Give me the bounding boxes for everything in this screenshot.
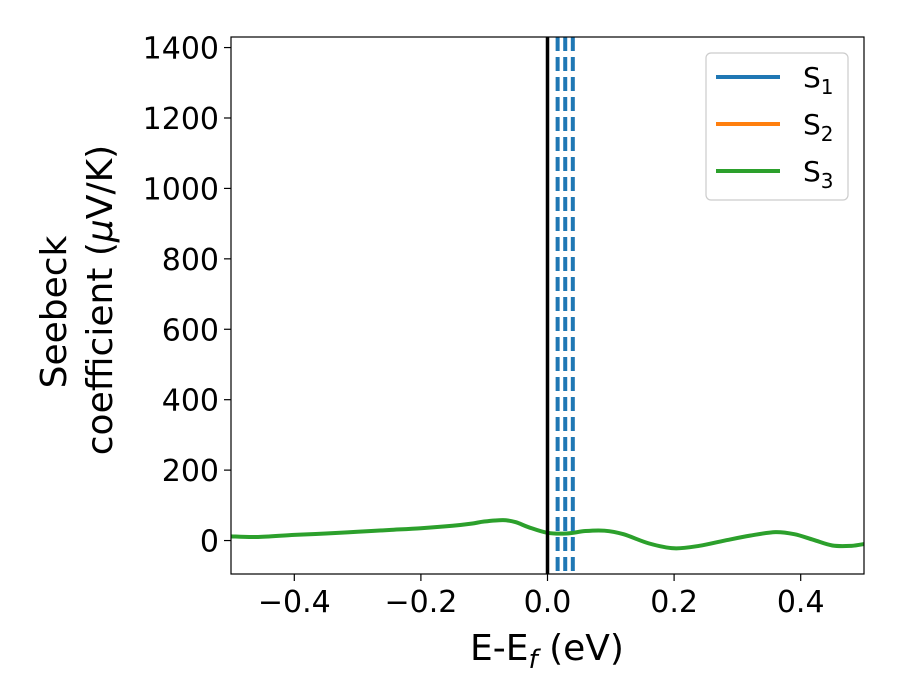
- legend-label-main: S: [803, 61, 821, 94]
- legend-frame: [705, 52, 849, 201]
- x-tick-label: 0.2: [650, 585, 698, 620]
- y-tick-label: 1200: [143, 102, 219, 137]
- x-tick-label: −0.4: [258, 585, 331, 620]
- legend-label-main: S: [803, 108, 821, 141]
- legend-label-1: S1: [803, 61, 834, 99]
- y-axis-label-mu: μ: [80, 219, 121, 243]
- y-tick-label: 200: [162, 454, 219, 489]
- y-axis-label-line2-prefix: coefficient (: [80, 242, 121, 455]
- x-axis-label: E-Ef (eV): [470, 628, 624, 675]
- y-axis-label-line1: Seebeck: [34, 235, 75, 388]
- x-tick-label: 0.0: [524, 585, 572, 620]
- x-ticks: −0.4 −0.2 0.0 0.2 0.4: [258, 574, 825, 620]
- y-tick-label: 800: [162, 243, 219, 278]
- y-tick-label: 1000: [143, 172, 219, 207]
- series-line-3: [230, 518, 865, 551]
- x-axis-label-main: E-E: [470, 628, 528, 669]
- y-ticks: 0 200 400 600 800 1000 1200 1400: [143, 32, 231, 560]
- x-axis-label-suffix: (eV): [538, 628, 624, 669]
- y-tick-label: 600: [162, 313, 219, 348]
- x-tick-label: 0.4: [777, 585, 825, 620]
- legend-label-sub: 2: [821, 122, 834, 146]
- y-tick-label: 400: [162, 384, 219, 419]
- x-tick-label: −0.2: [384, 585, 457, 620]
- vertical-lines: [545, 37, 575, 574]
- legend-label-3: S3: [803, 155, 834, 193]
- y-tick-label: 1400: [143, 32, 219, 67]
- legend-label-main: S: [803, 155, 821, 188]
- y-tick-label: 0: [200, 525, 219, 560]
- legend-label-sub: 1: [821, 75, 834, 99]
- legend-label-2: S2: [803, 108, 834, 146]
- legend-label-sub: 3: [821, 169, 834, 193]
- y-axis-label-line2-suffix: V/K): [80, 145, 121, 219]
- series-layer: [230, 518, 865, 551]
- y-axis-label-line2: coefficient (μV/K): [80, 145, 121, 455]
